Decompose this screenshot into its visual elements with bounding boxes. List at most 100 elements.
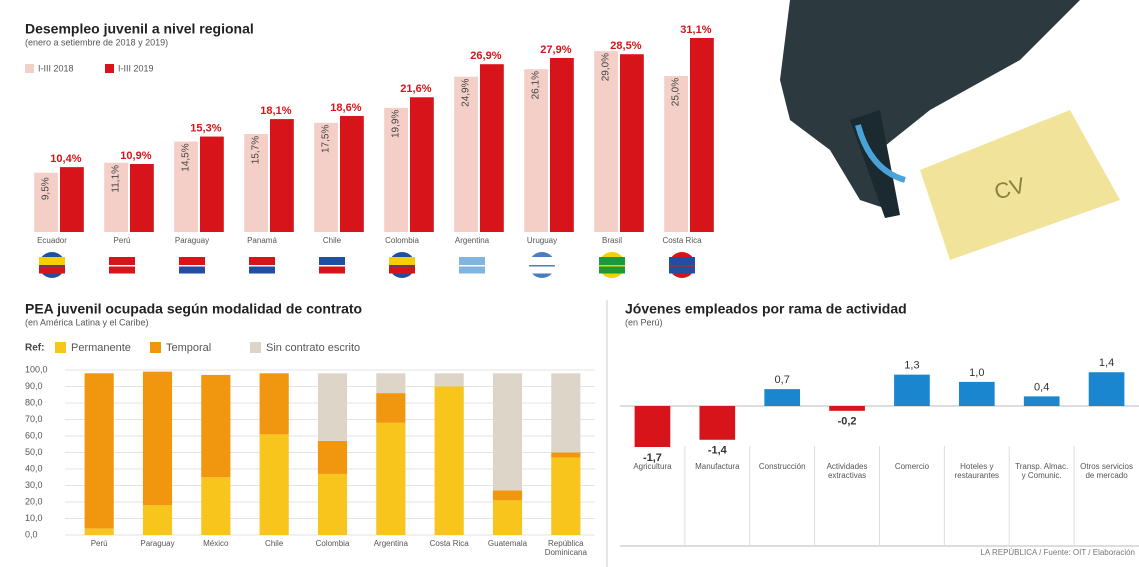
value-label: 28,5% <box>610 40 641 52</box>
x-tick-label: República Dominicana <box>544 539 587 557</box>
bar <box>244 134 268 232</box>
bar <box>764 389 801 406</box>
value-label: 26,9% <box>470 50 501 62</box>
y-tick-label: 20,0 <box>25 496 43 506</box>
x-tick-label: Ecuador <box>37 236 67 245</box>
value-label: 21,6% <box>400 83 431 95</box>
value-label: 10,4% <box>50 153 81 165</box>
x-tick-label: Costa Rica <box>429 539 469 548</box>
shoe <box>780 0 1080 210</box>
x-tick-label: Chile <box>323 236 342 245</box>
bar <box>829 406 865 411</box>
value-label: -1,7 <box>643 452 662 464</box>
x-tick-label: Agricultura <box>633 462 672 471</box>
x-tick-label: Uruguay <box>527 236 557 245</box>
bar-segment <box>492 490 523 501</box>
x-tick-label: Argentina <box>455 236 490 245</box>
bar-segment <box>259 373 289 435</box>
legend-swatch <box>150 342 161 353</box>
x-tick-label: Comercio <box>894 462 930 471</box>
legend-label: I-III 2018 <box>38 63 74 73</box>
legend-label: Permanente <box>71 342 131 354</box>
value-label: 31,1% <box>680 24 711 36</box>
x-tick-label: Costa Rica <box>662 236 702 245</box>
value-label: 18,6% <box>330 102 361 114</box>
value-label: 1,0 <box>969 367 984 379</box>
bar-segment <box>551 373 581 453</box>
bar <box>454 76 478 233</box>
bar <box>104 162 128 232</box>
x-tick-label: Guatemala <box>487 539 528 548</box>
x-tick-label: Paraguay <box>175 236 209 245</box>
bar <box>699 406 736 440</box>
bar-segment <box>551 457 581 535</box>
bar <box>958 381 995 406</box>
chart-title: Desempleo juvenil a nivel regional <box>25 21 254 37</box>
bar <box>1088 372 1125 406</box>
legend-label: Temporal <box>166 342 211 354</box>
y-tick-label: 30,0 <box>25 480 43 490</box>
chart-subtitle: (enero a setiembre de 2018 y 2019) <box>25 37 168 47</box>
bar-segment <box>551 452 581 458</box>
bar-segment <box>84 373 114 529</box>
bar <box>384 107 408 232</box>
y-tick-label: 80,0 <box>25 397 43 407</box>
bar <box>634 406 671 447</box>
bar <box>130 164 154 232</box>
value-label: 0,4 <box>1034 381 1049 393</box>
bar-segment <box>201 477 231 535</box>
chart-title: Jóvenes empleados por rama de actividad <box>625 301 907 317</box>
x-tick-label: Perú <box>90 539 108 548</box>
value-label: 14,5% <box>181 143 192 171</box>
bar <box>524 69 548 232</box>
y-tick-label: 50,0 <box>25 447 43 457</box>
value-label: 24,9% <box>461 78 472 106</box>
bar <box>174 141 198 232</box>
bar-segment <box>434 386 464 535</box>
value-label: 18,1% <box>260 105 291 117</box>
legend-swatch <box>55 342 66 353</box>
y-tick-label: 60,0 <box>25 430 43 440</box>
x-tick-label: Construcción <box>758 462 806 471</box>
value-label: 19,9% <box>391 110 402 138</box>
bar <box>34 172 58 232</box>
value-label: 10,9% <box>120 150 151 162</box>
y-tick-label: 90,0 <box>25 381 43 391</box>
bar <box>894 374 930 406</box>
bar-segment <box>317 440 348 474</box>
value-label: -0,2 <box>838 416 857 428</box>
legend-title: Ref: <box>25 343 44 354</box>
shoe-stripe <box>855 124 906 183</box>
illustration: CV <box>780 0 1120 260</box>
bar-segment <box>376 393 406 423</box>
bar-segment <box>492 500 523 535</box>
bar <box>270 119 294 232</box>
chart-title: PEA juvenil ocupada según modalidad de c… <box>25 301 362 317</box>
x-tick-label: México <box>203 539 229 548</box>
bar-segment <box>142 371 173 506</box>
value-label: 1,3 <box>904 360 919 372</box>
x-tick-label: Argentina <box>373 539 408 548</box>
value-label: 1,4 <box>1099 357 1114 369</box>
bar <box>620 54 644 232</box>
value-label: 9,5% <box>41 177 52 200</box>
bar <box>200 136 224 232</box>
bar <box>690 38 714 232</box>
cv-paper <box>920 110 1120 260</box>
bar <box>410 97 434 232</box>
x-tick-label: Actividades extractivas <box>826 462 868 480</box>
bar-segment <box>259 434 289 535</box>
x-tick-label: Manufactura <box>695 462 740 471</box>
x-tick-label: Chile <box>265 539 284 548</box>
legend-swatch <box>25 64 34 73</box>
legend-label: Sin contrato escrito <box>266 342 360 354</box>
bar-segment <box>142 505 173 535</box>
value-label: 29,0% <box>601 53 612 81</box>
x-tick-label: Hoteles y restaurantes <box>954 462 1000 480</box>
x-tick-label: Colombia <box>315 539 350 548</box>
value-label: 15,7% <box>251 136 262 164</box>
chart-subtitle: (en Perú) <box>625 317 663 327</box>
legend-label: I-III 2019 <box>118 63 154 73</box>
chart-subtitle: (en América Latina y el Caribe) <box>25 317 149 327</box>
